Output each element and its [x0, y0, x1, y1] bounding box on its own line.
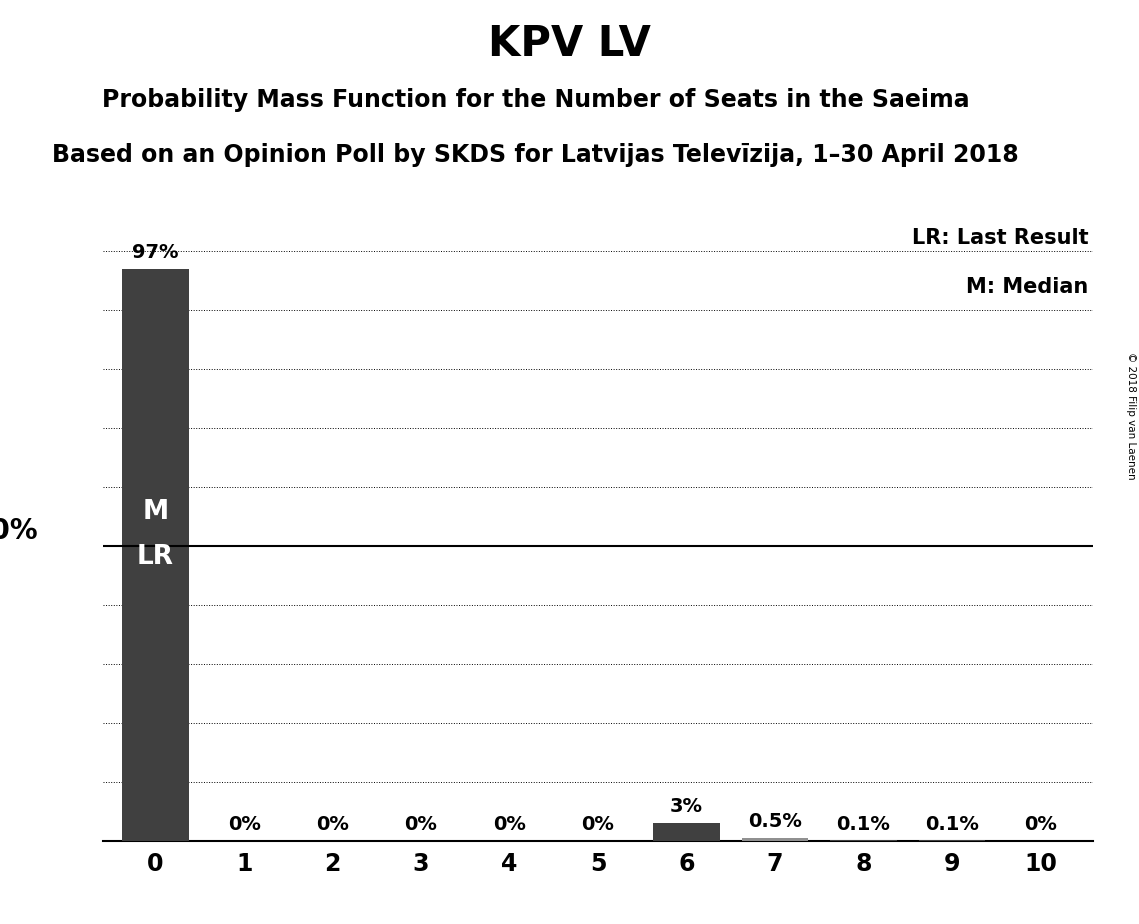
Text: 0%: 0% — [493, 815, 526, 833]
Text: 0%: 0% — [404, 815, 437, 833]
Text: 0%: 0% — [582, 815, 614, 833]
Text: M: M — [142, 499, 169, 526]
Text: 0%: 0% — [228, 815, 261, 833]
Text: 97%: 97% — [132, 243, 179, 261]
Text: Based on an Opinion Poll by SKDS for Latvijas Televīzija, 1–30 April 2018: Based on an Opinion Poll by SKDS for Lat… — [52, 143, 1018, 167]
Bar — [654, 823, 720, 841]
Text: 3%: 3% — [670, 797, 703, 816]
Text: KPV LV: KPV LV — [489, 23, 650, 65]
Text: © 2018 Filip van Laenen: © 2018 Filip van Laenen — [1126, 352, 1136, 480]
Text: LR: Last Result: LR: Last Result — [912, 228, 1089, 248]
Text: M: Median: M: Median — [966, 277, 1089, 298]
Text: LR: LR — [137, 543, 174, 569]
Text: Probability Mass Function for the Number of Seats in the Saeima: Probability Mass Function for the Number… — [101, 88, 969, 112]
Text: 0.1%: 0.1% — [925, 815, 978, 833]
Text: 0%: 0% — [317, 815, 349, 833]
Text: 0.5%: 0.5% — [748, 812, 802, 831]
Text: 0.1%: 0.1% — [836, 815, 891, 833]
Bar — [122, 269, 189, 841]
Text: 0%: 0% — [1024, 815, 1057, 833]
Text: 50%: 50% — [0, 517, 38, 545]
Bar — [741, 838, 808, 841]
